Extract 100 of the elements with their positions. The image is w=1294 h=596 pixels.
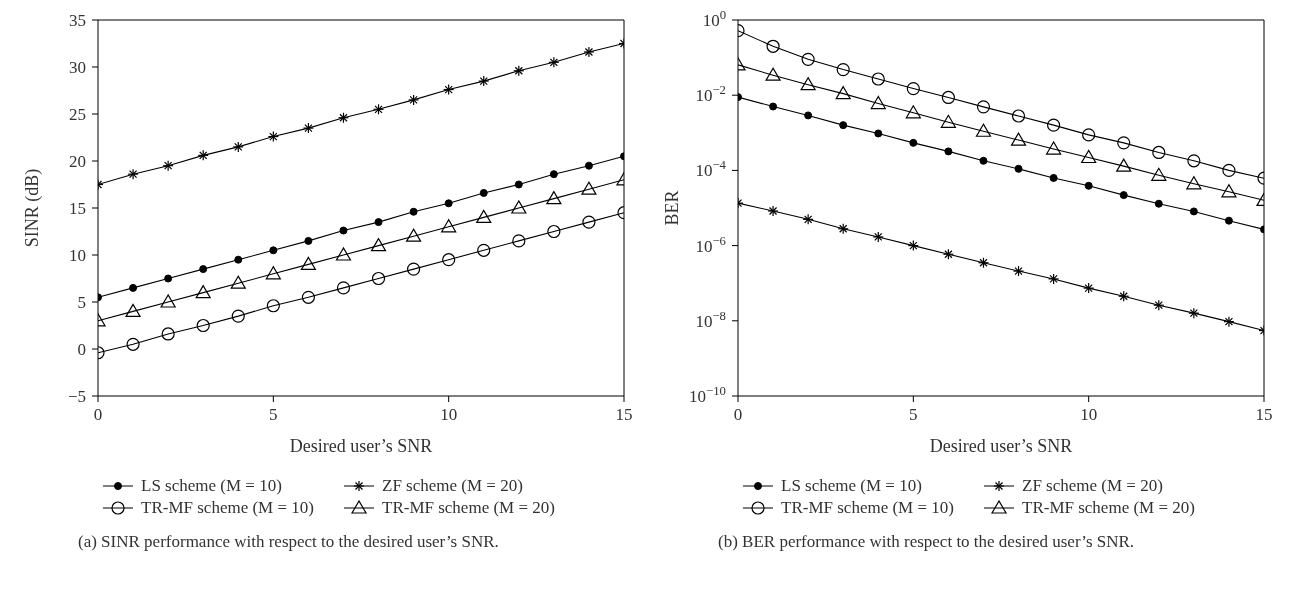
point [1082,128,1096,142]
y-axis-title: SINR (dB) [22,168,44,248]
point [804,111,813,120]
point [1186,176,1202,190]
point [1010,132,1027,146]
y-tick-label: 35 [69,11,86,30]
point [407,262,421,276]
text: (a) SINR performance with respect to the desired user’s SNR. [78,532,499,551]
legend-label: ZF scheme (M = 20) [382,476,523,495]
x-tick-label: 5 [909,405,918,424]
point [476,209,492,223]
point [336,281,351,295]
x-tick-label: 15 [615,405,633,424]
y-tick-label: 20 [69,152,86,171]
legend-label: TR-MF scheme (M = 10) [781,498,954,517]
point [975,123,992,137]
point [944,147,953,156]
point [164,274,173,283]
y-tick-label: −5 [67,387,86,406]
x-tick-label: 10 [1080,405,1098,424]
point [546,191,562,205]
point [1221,184,1237,198]
point [1152,145,1166,160]
point [1154,199,1163,208]
y-tick-label: 10$^{−8}$ [695,308,726,331]
point [409,207,418,216]
text: (b) BER performance with respect to the desired user’s SNR. [718,532,1135,551]
point [370,238,387,252]
point [1047,118,1061,132]
y-tick-label: 10$^{0}$ [702,8,726,30]
point [374,218,383,227]
point [766,39,780,53]
point [160,294,176,308]
x-tick-label: 10 [440,405,458,424]
y-tick-label: 10$^{−4}$ [695,158,727,181]
point [581,181,597,195]
point [801,52,815,66]
y-tick-label: 10$^{−2}$ [695,83,726,106]
legend-label: TR-MF scheme (M = 20) [382,498,555,517]
point [979,156,988,165]
point [1119,191,1128,200]
point [905,105,921,119]
legend-label: LS scheme (M = 10) [781,476,922,495]
point [836,62,850,77]
legend-label: ZF scheme (M = 20) [1022,476,1163,495]
point [512,234,526,248]
point [266,299,280,313]
point [161,327,175,341]
x-tick-label: 15 [1255,405,1273,424]
point [1046,141,1062,155]
point [582,215,596,229]
point [300,256,316,270]
point [976,100,991,114]
point [269,246,278,255]
x-axis-title: Desired user’s SNR [289,436,433,456]
legend-label: TR-MF scheme (M = 10) [141,498,314,517]
point [371,271,386,286]
y-axis-title: BER [662,190,683,226]
point [1116,158,1132,172]
point [196,318,210,333]
point [125,303,141,317]
point [941,90,955,105]
point [477,243,491,257]
point [909,138,918,147]
point [1084,181,1093,190]
point [1187,154,1201,168]
point [769,102,778,111]
point [1222,163,1236,177]
point [442,253,456,267]
point [549,170,558,179]
point [479,188,488,197]
point [129,283,138,292]
point [871,72,885,86]
y-tick-label: 10$^{−6}$ [695,233,726,256]
x-tick-label: 5 [269,405,278,424]
y-tick-label: 0 [77,340,86,359]
point [800,77,816,91]
point [230,275,246,289]
y-tick-label: 15 [69,199,86,218]
point [906,81,920,96]
point [444,199,453,208]
point [870,95,886,110]
point [339,226,348,235]
point [126,337,140,351]
point [584,161,593,170]
point [1189,207,1198,216]
point [231,309,245,323]
point [1081,149,1097,164]
point [839,121,848,130]
y-tick-label: 10 [69,246,86,265]
point [304,236,313,245]
point [511,200,527,214]
point [940,114,956,128]
legend-label: LS scheme (M = 10) [141,476,282,495]
x-axis-title: Desired user’s SNR [929,436,1073,456]
point [301,290,315,304]
point [1014,164,1023,173]
legend-label: TR-MF scheme (M = 20) [1022,498,1195,517]
point [1117,136,1131,150]
point [406,228,422,242]
